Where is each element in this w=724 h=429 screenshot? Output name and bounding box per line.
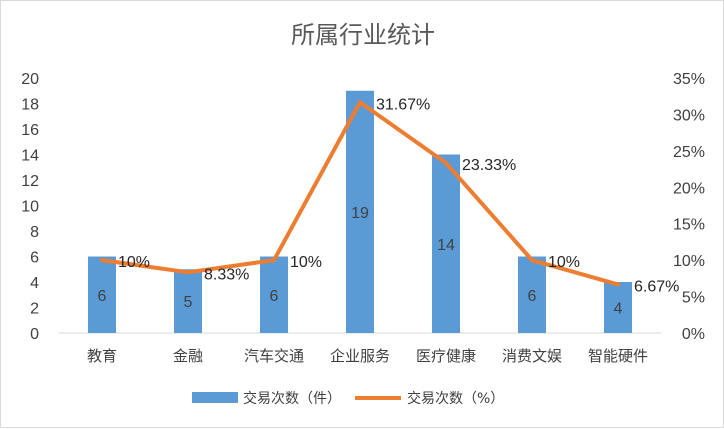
y-axis-left: 0 2 4 6 8 10 12 14 16 18 20 <box>21 71 39 343</box>
y-left-tick-label: 12 <box>21 173 39 190</box>
percent-value-label: 10% <box>118 254 150 271</box>
category-label: 教育 <box>87 347 117 365</box>
line-point <box>616 282 620 287</box>
y-axis-right: 0% 5% 10% 15% 20% 25% 30% 35% <box>673 71 705 343</box>
y-left-tick-label: 2 <box>30 301 39 318</box>
legend-label-line: 交易次数（%） <box>407 390 504 407</box>
bar-series: 6 5 6 19 14 6 4 <box>88 90 632 333</box>
category-label: 医疗健康 <box>416 347 476 365</box>
y-left-tick-label: 16 <box>21 122 39 139</box>
bar <box>432 154 460 333</box>
y-left-tick-label: 6 <box>30 250 39 267</box>
legend-label-bar: 交易次数（件） <box>243 390 341 407</box>
category-labels: 教育 金融 汽车交通 企业服务 医疗健康 消费文娱 智能硬件 <box>87 347 648 365</box>
y-left-tick-label: 20 <box>21 71 39 88</box>
y-left-tick-label: 8 <box>30 224 39 241</box>
line-point <box>358 100 362 105</box>
bar-value-label: 5 <box>184 294 193 311</box>
bar-value-label: 6 <box>98 288 107 305</box>
line-point <box>186 270 190 275</box>
bar-value-label: 6 <box>528 288 537 305</box>
percent-value-label: 8.33% <box>204 266 249 283</box>
bar <box>260 256 288 333</box>
percent-value-label: 10% <box>290 254 322 271</box>
chart-title: 所属行业统计 <box>291 21 435 49</box>
category-label: 智能硬件 <box>588 347 648 365</box>
line-point <box>530 258 534 263</box>
line-point <box>100 258 104 263</box>
bar <box>346 90 374 333</box>
bar-value-label: 4 <box>614 301 623 318</box>
y-left-tick-label: 0 <box>30 326 39 343</box>
percent-value-label: 6.67% <box>634 278 679 295</box>
category-label: 汽车交通 <box>244 347 304 365</box>
y-right-tick-label: 35% <box>673 71 705 88</box>
bar-value-label: 19 <box>351 205 369 222</box>
percent-value-label: 31.67% <box>376 96 430 113</box>
y-right-tick-label: 30% <box>673 107 705 124</box>
line-series: 10% 8.33% 10% 31.67% 23.33% 10% 6.67% <box>100 96 679 295</box>
y-right-tick-label: 25% <box>673 144 705 161</box>
percent-value-label: 10% <box>548 254 580 271</box>
legend-swatch-bar <box>192 392 238 403</box>
y-left-tick-label: 18 <box>21 97 39 114</box>
bar <box>604 282 632 333</box>
bar-value-label: 14 <box>437 237 455 254</box>
line-point <box>444 161 448 166</box>
y-right-tick-label: 10% <box>673 253 705 270</box>
category-label: 金融 <box>173 347 203 365</box>
legend: 交易次数（件） 交易次数（%） <box>192 390 504 407</box>
y-right-tick-label: 5% <box>682 290 705 307</box>
percent-value-label: 23.33% <box>462 157 516 174</box>
line-point <box>272 258 276 263</box>
category-label: 企业服务 <box>330 347 390 365</box>
category-label: 消费文娱 <box>502 347 562 365</box>
y-left-tick-label: 14 <box>21 148 39 165</box>
y-right-tick-label: 15% <box>673 217 705 234</box>
bar <box>174 269 202 333</box>
y-right-tick-label: 20% <box>673 180 705 197</box>
y-left-tick-label: 10 <box>21 199 39 216</box>
bar <box>88 256 116 333</box>
y-left-tick-label: 4 <box>30 275 39 292</box>
bar-value-label: 6 <box>270 288 279 305</box>
y-right-tick-label: 0% <box>682 326 705 343</box>
bar <box>518 256 546 333</box>
